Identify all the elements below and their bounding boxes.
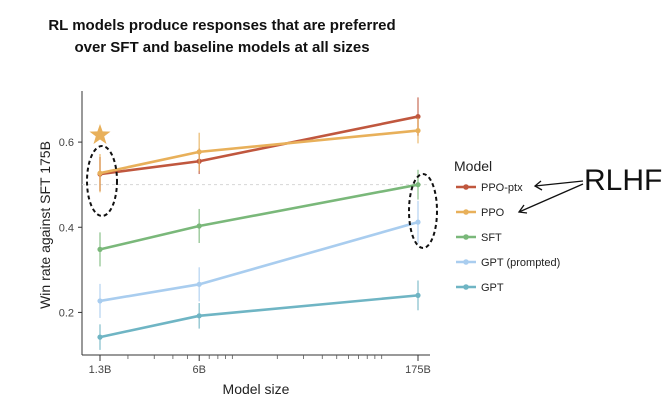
legend-item-sft: SFT — [456, 232, 502, 244]
star-icon — [89, 124, 111, 144]
data-point — [196, 281, 202, 287]
series-ppo — [97, 117, 421, 193]
legend-swatch-point — [463, 234, 469, 240]
arrowhead-ppo — [517, 204, 528, 214]
data-point — [415, 292, 421, 298]
x-tick-label: 1.3B — [89, 364, 112, 376]
x-ticks: 1.3B 6B 175B — [89, 355, 431, 376]
x-axis-label: Model size — [223, 381, 290, 397]
legend-label: GPT — [481, 282, 504, 294]
x-tick-label: 6B — [192, 364, 205, 376]
legend-item-ppo-ptx: PPO-ptx — [456, 182, 523, 194]
data-point — [415, 128, 421, 134]
legend-swatch-point — [463, 209, 469, 215]
legend-item-gpt-prompted: GPT (prompted) — [456, 257, 560, 269]
y-tick-label: 0.2 — [59, 307, 74, 319]
highlight-ellipse-small — [86, 145, 118, 217]
data-point — [196, 223, 202, 229]
y-axis-label: Win rate against SFT 175B — [37, 141, 53, 309]
series-layer — [97, 97, 421, 350]
legend-label: SFT — [481, 232, 502, 244]
series-line — [99, 294, 419, 339]
y-ticks: 0.2 0.4 0.6 — [59, 137, 82, 319]
arrow-to-ppo — [518, 183, 584, 213]
legend-label: GPT (prompted) — [481, 257, 560, 269]
legend-label: PPO-ptx — [481, 182, 523, 194]
data-point — [415, 219, 421, 225]
series-line — [99, 183, 419, 251]
legend-title: Model — [454, 158, 492, 174]
legend-swatch-point — [463, 184, 469, 190]
data-point — [415, 182, 421, 188]
legend-swatch-point — [463, 284, 469, 290]
data-point — [97, 334, 103, 340]
legend: PPO-ptx PPO SFT GPT (prompted) GPT — [456, 182, 560, 294]
series-line — [99, 220, 419, 303]
rlhf-arrows — [517, 180, 584, 214]
data-point — [97, 298, 103, 304]
legend-label: PPO — [481, 207, 505, 219]
data-point — [196, 313, 202, 319]
data-point — [415, 113, 421, 120]
data-point — [97, 170, 103, 176]
y-tick-label: 0.4 — [59, 222, 74, 234]
legend-item-gpt: GPT — [456, 282, 504, 294]
data-point — [97, 246, 103, 252]
legend-swatch-point — [463, 259, 469, 265]
data-point — [196, 149, 202, 155]
y-tick-label: 0.6 — [59, 137, 74, 149]
legend-item-ppo: PPO — [456, 207, 505, 219]
series-gpt — [97, 280, 421, 350]
arrow-to-ppo-ptx — [534, 180, 584, 187]
arrowhead-ppo-ptx — [533, 180, 543, 191]
x-minor-ticks — [127, 355, 383, 359]
series-ppo-ptx — [97, 97, 421, 192]
chart-title-line-1: RL models produce responses that are pre… — [48, 17, 395, 34]
chart-title-line-2: over SFT and baseline models at all size… — [74, 39, 369, 56]
series-gpt-prompted — [97, 200, 421, 318]
series-sft — [97, 169, 421, 267]
x-tick-label: 175B — [405, 364, 431, 376]
rlhf-annotation: RLHF — [584, 164, 662, 197]
highlight-ellipse-large — [408, 173, 438, 249]
